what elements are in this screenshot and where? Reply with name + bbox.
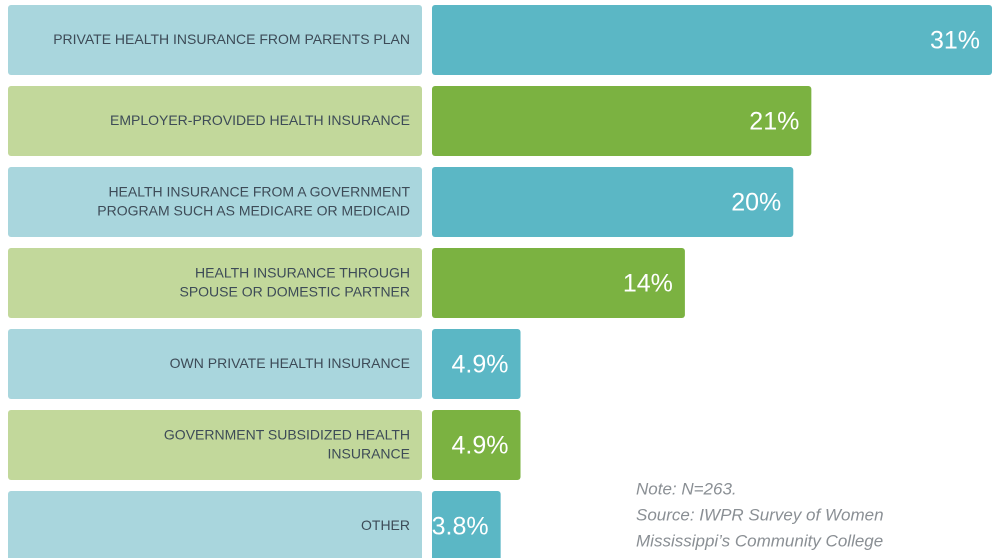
value-label: 3.8%: [432, 513, 489, 541]
category-label: OWN PRIVATE HEALTH INSURANCE: [170, 355, 410, 371]
label-box: [8, 167, 422, 237]
label-box: [8, 410, 422, 480]
value-label: 20%: [731, 189, 781, 217]
bar: [432, 167, 794, 237]
category-label: PRIVATE HEALTH INSURANCE FROM PARENTS PL…: [53, 31, 410, 47]
bar: [432, 329, 521, 399]
label-box: [8, 5, 422, 75]
value-label: 31%: [930, 27, 980, 55]
note: Source: IWPR Survey of Women: [636, 505, 884, 524]
category-label: GOVERNMENT SUBSIDIZED HEALTH INSURANCE: [164, 426, 410, 461]
category-line: GOVERNMENT SUBSIDIZED HEALTH: [164, 426, 410, 442]
label-box: [8, 491, 422, 558]
category-line: SPOUSE OR DOMESTIC PARTNER: [179, 283, 410, 299]
category-label: EMPLOYER-PROVIDED HEALTH INSURANCE: [110, 112, 410, 128]
bar: [432, 248, 685, 318]
category-label: OTHER: [361, 517, 410, 533]
category-line: INSURANCE: [328, 445, 410, 461]
category-line: HEALTH INSURANCE FROM A GOVERNMENT: [108, 183, 410, 199]
category-line: HEALTH INSURANCE THROUGH: [195, 264, 410, 280]
category-label: HEALTH INSURANCE THROUGH SPOUSE OR DOMEST…: [179, 264, 410, 299]
bar: [432, 5, 992, 75]
bar: [432, 410, 521, 480]
value-label: 4.9%: [452, 432, 509, 460]
category-label: HEALTH INSURANCE FROM A GOVERNMENT PROGRA…: [97, 183, 410, 218]
bar: [432, 86, 812, 156]
value-label: 21%: [749, 108, 799, 136]
category-line: OTHER: [361, 517, 410, 533]
category-line: PROGRAM SUCH AS MEDICARE OR MEDICAID: [97, 202, 410, 218]
value-label: 14%: [623, 270, 673, 298]
note: Mississippi’s Community College: [636, 531, 883, 550]
note: Note: N=263.: [636, 479, 737, 498]
category-line: EMPLOYER-PROVIDED HEALTH INSURANCE: [110, 112, 410, 128]
label-box: [8, 86, 422, 156]
category-line: OWN PRIVATE HEALTH INSURANCE: [170, 355, 410, 371]
label-box: [8, 248, 422, 318]
bar: [432, 491, 501, 558]
value-label: 4.9%: [452, 351, 509, 379]
category-line: PRIVATE HEALTH INSURANCE FROM PARENTS PL…: [53, 31, 410, 47]
label-box: [8, 329, 422, 399]
